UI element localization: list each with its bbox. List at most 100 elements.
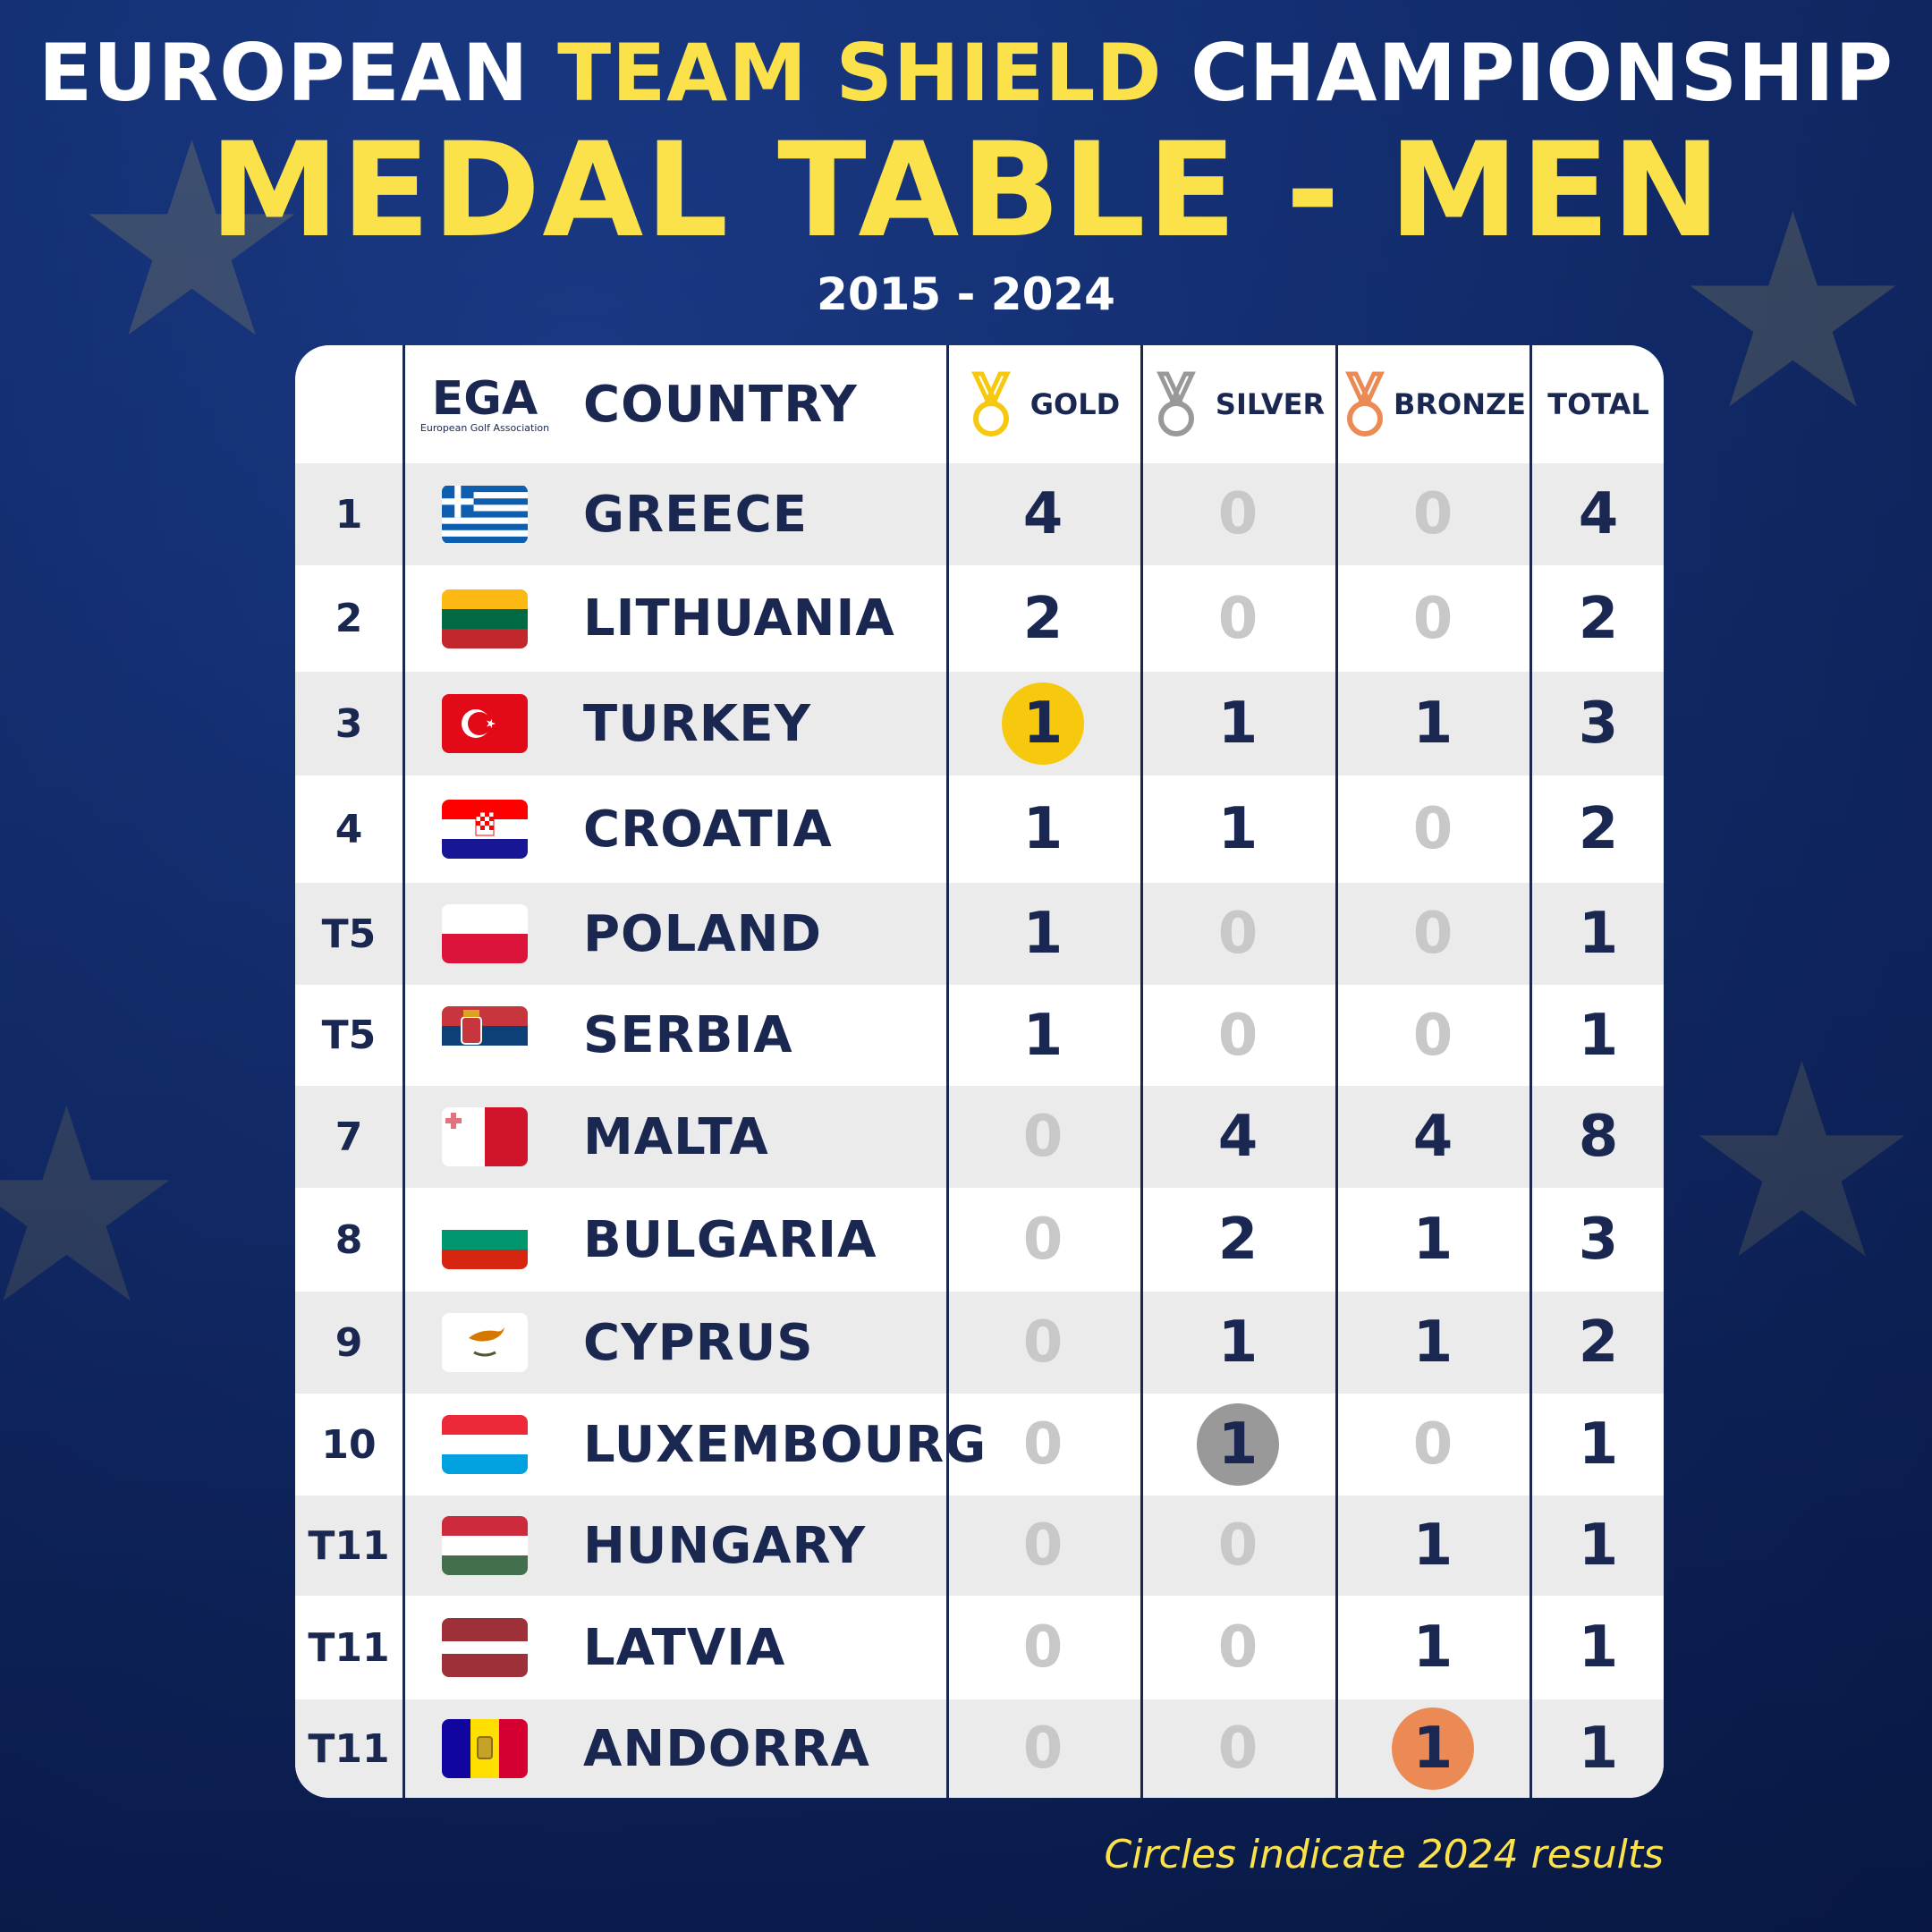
column-divider <box>1530 345 1532 1798</box>
total-count-cell: 1 <box>1578 1002 1619 1069</box>
table-row: 1 GREECE 4 0 0 4 <box>295 463 1664 565</box>
gold-medal-icon <box>970 371 1011 436</box>
table-row: 3 TURKEY 1 1 1 3 <box>295 672 1664 775</box>
total-count-cell: 8 <box>1578 1104 1619 1170</box>
silver-count-cell: 1 <box>1217 691 1258 757</box>
bronze-count-cell: 1 <box>1412 1614 1453 1681</box>
total-count-cell: 2 <box>1578 796 1619 862</box>
table-row: 9 CYPRUS 0 1 1 2 <box>295 1292 1664 1394</box>
table-row: T11 LATVIA 0 0 1 1 <box>295 1596 1664 1699</box>
country-name: MALTA <box>583 1107 769 1166</box>
silver-count-cell: 2 <box>1217 1207 1258 1273</box>
table-row: T5 SERBIA 1 0 0 1 <box>295 985 1664 1086</box>
country-name: CYPRUS <box>583 1313 814 1372</box>
gold-count-cell: 0 <box>1022 1309 1063 1376</box>
flag-cell <box>404 1292 565 1394</box>
cyprus-flag <box>442 1313 528 1372</box>
bronze-count-cell: 0 <box>1412 796 1453 862</box>
flag-cell <box>404 1086 565 1188</box>
gold-count-cell: 0 <box>1022 1104 1063 1170</box>
country-name: LITHUANIA <box>583 589 895 648</box>
table-row: T11 ANDORRA 0 0 1 1 <box>295 1699 1664 1798</box>
bronze-medal-icon <box>1345 371 1385 436</box>
hungary-flag <box>442 1516 528 1575</box>
malta-flag <box>442 1107 528 1166</box>
rank-cell: T11 <box>308 1522 390 1569</box>
rank-cell: T5 <box>321 1013 377 1058</box>
silver-count-cell: 0 <box>1217 1002 1258 1069</box>
rank-cell: 2 <box>335 596 363 641</box>
years-range: 2015 - 2024 <box>817 268 1115 320</box>
silver-count-cell: 1 <box>1217 796 1258 862</box>
bronze-count-cell: 0 <box>1412 481 1453 547</box>
table-row: T5 POLAND 1 0 0 1 <box>295 883 1664 985</box>
country-name: TURKEY <box>583 694 811 753</box>
silver-2024-circle: 1 <box>1197 1403 1279 1486</box>
footnote: Circles indicate 2024 results <box>1104 1832 1665 1877</box>
flag-cell <box>404 775 565 883</box>
flag-cell <box>404 883 565 985</box>
table-header-row: EGA European Golf Association COUNTRY GO… <box>295 345 1664 463</box>
rank-cell: 3 <box>335 700 363 747</box>
table-row: T11 HUNGARY 0 0 1 1 <box>295 1496 1664 1596</box>
column-divider <box>1335 345 1338 1798</box>
table-row: 10 LUXEMBOURG 0 1 0 1 <box>295 1394 1664 1496</box>
silver-count-cell: 0 <box>1217 1513 1258 1579</box>
flag-cell <box>404 1188 565 1292</box>
gold-count-cell: 4 <box>1022 481 1063 547</box>
bronze-count-cell: 0 <box>1412 585 1453 652</box>
country-name: BULGARIA <box>583 1210 877 1269</box>
total-count-cell: 3 <box>1578 1207 1619 1273</box>
table-row: 7 MALTA 0 4 4 8 <box>295 1086 1664 1188</box>
total-count-cell: 1 <box>1578 901 1619 967</box>
country-name: CROATIA <box>583 800 833 859</box>
total-count-cell: 4 <box>1578 481 1619 547</box>
ega-logo: EGA European Golf Association <box>419 371 550 434</box>
country-name: POLAND <box>583 904 823 963</box>
header-country: COUNTRY <box>583 375 858 434</box>
bronze-count-cell: 0 <box>1412 1411 1453 1478</box>
total-count-cell: 1 <box>1578 1411 1619 1478</box>
bronze-count-cell: 1 <box>1412 691 1453 757</box>
rank-cell: 7 <box>335 1114 363 1160</box>
country-name: ANDORRA <box>583 1719 870 1778</box>
gold-count-cell: 0 <box>1022 1411 1063 1478</box>
bronze-count-cell: 1 <box>1412 1309 1453 1376</box>
silver-count-cell: 0 <box>1217 1614 1258 1681</box>
bronze-count-cell: 1 <box>1338 1699 1528 1798</box>
country-name: LATVIA <box>583 1618 786 1677</box>
silver-count-cell: 0 <box>1217 1716 1258 1782</box>
country-name: SERBIA <box>583 1006 793 1064</box>
gold-count-cell: 0 <box>1022 1207 1063 1273</box>
bronze-count-cell: 4 <box>1412 1104 1453 1170</box>
header-silver: SILVER <box>1143 345 1333 463</box>
column-divider <box>1140 345 1143 1798</box>
gold-count-cell: 1 <box>1022 796 1063 862</box>
rank-cell: 1 <box>335 491 363 538</box>
silver-count-cell: 1 <box>1217 1309 1258 1376</box>
flag-cell <box>404 1394 565 1496</box>
flag-cell <box>404 1596 565 1699</box>
greece-flag <box>442 485 528 544</box>
gold-count-cell: 0 <box>1022 1716 1063 1782</box>
flag-cell <box>404 672 565 775</box>
total-count-cell: 2 <box>1578 585 1619 652</box>
country-name: LUXEMBOURG <box>583 1415 987 1474</box>
flag-cell <box>404 463 565 565</box>
bulgaria-flag <box>442 1210 528 1269</box>
header-total: TOTAL <box>1547 387 1649 421</box>
flag-cell <box>404 1496 565 1596</box>
silver-count-cell: 0 <box>1217 901 1258 967</box>
country-name: HUNGARY <box>583 1516 867 1575</box>
page-title: MEDAL TABLE - MEN <box>209 114 1723 267</box>
total-count-cell: 1 <box>1578 1614 1619 1681</box>
silver-count-cell: 0 <box>1217 585 1258 652</box>
gold-2024-circle: 1 <box>1002 682 1084 765</box>
bronze-2024-circle: 1 <box>1392 1707 1474 1790</box>
luxembourg-flag <box>442 1415 528 1474</box>
table-row: 2 LITHUANIA 2 0 0 2 <box>295 565 1664 672</box>
rank-cell: 10 <box>321 1421 377 1468</box>
serbia-flag <box>442 1005 528 1065</box>
turkey-flag <box>442 694 528 753</box>
flag-cell <box>404 565 565 672</box>
